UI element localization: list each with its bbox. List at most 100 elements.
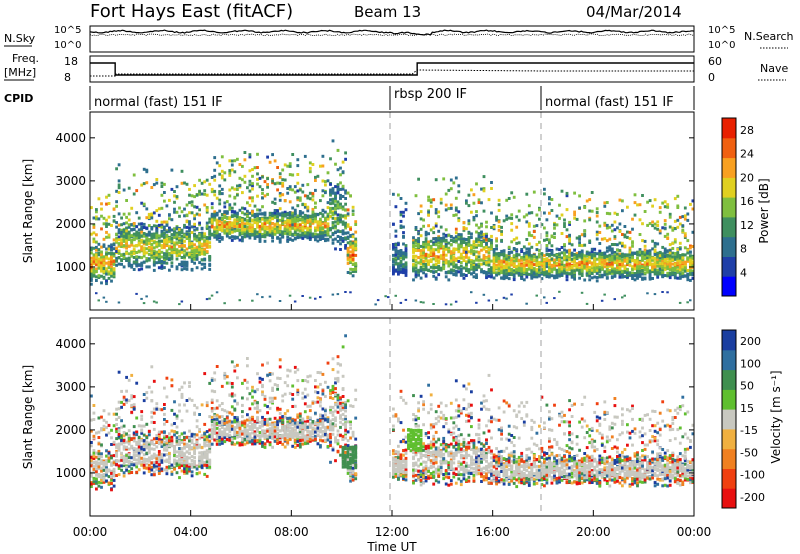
power-cell: [253, 230, 257, 234]
power-cell: [178, 239, 181, 243]
power-cell: [590, 256, 594, 259]
power-cell: [208, 241, 212, 245]
power-cell: [218, 198, 222, 202]
power-cell: [548, 241, 551, 245]
power-cell: [117, 262, 121, 266]
power-cell: [140, 230, 144, 234]
power-cell: [492, 253, 496, 257]
power-cell: [263, 194, 267, 198]
power-cell: [278, 198, 282, 202]
power-cell: [135, 211, 139, 215]
power-cell: [671, 228, 675, 232]
power-cell: [137, 268, 141, 272]
power-cell: [110, 246, 113, 249]
power-cell: [296, 232, 300, 236]
power-cell: [449, 187, 453, 191]
power-cell: [527, 255, 531, 259]
power-cell: [563, 222, 566, 226]
power-cell: [621, 241, 624, 245]
power-cell: [175, 241, 179, 245]
power-cell: [349, 260, 352, 264]
power-cell: [321, 231, 325, 235]
power-cell: [560, 263, 564, 267]
power-cell: [623, 225, 627, 228]
power-cell: [402, 268, 405, 272]
power-cell: [230, 221, 234, 225]
power-cell: [404, 269, 408, 273]
power-cell: [105, 222, 108, 226]
power-cell: [520, 267, 524, 270]
power-cell: [168, 228, 171, 232]
power-cell: [500, 267, 503, 271]
power-cell: [200, 242, 204, 246]
power-cell: [251, 184, 254, 188]
power-cell: [668, 268, 672, 272]
power-cell: [563, 225, 566, 228]
power-cell: [417, 270, 420, 274]
power-cell: [563, 251, 566, 255]
power-cell: [210, 218, 214, 222]
power-cell: [671, 271, 675, 275]
power-cell: [497, 263, 501, 267]
power-cell: [341, 232, 345, 235]
power-cell: [545, 249, 549, 253]
power-cell: [200, 192, 204, 196]
power-cell: [598, 224, 602, 228]
power-cell: [610, 229, 614, 233]
power-cell: [422, 243, 425, 246]
power-cell: [276, 225, 279, 229]
power-cell: [487, 299, 491, 302]
power-cell: [376, 299, 380, 302]
power-cell: [558, 252, 561, 256]
power-cell: [673, 268, 677, 272]
power-cell: [183, 223, 186, 227]
power-cell: [175, 234, 179, 238]
power-cell: [183, 225, 186, 229]
power-cell: [402, 210, 405, 214]
power-cell: [112, 275, 116, 279]
power-cell: [351, 241, 355, 245]
power-cell: [397, 272, 400, 276]
power-cell: [618, 249, 622, 253]
power-cell: [145, 259, 149, 263]
power-cell: [613, 267, 617, 271]
power-cell: [273, 211, 277, 215]
power-cell: [278, 237, 282, 241]
power-cell: [527, 272, 531, 276]
power-cell: [188, 220, 191, 224]
power-cell: [105, 195, 108, 199]
power-cell: [246, 186, 249, 190]
power-cell: [180, 181, 184, 185]
power-cell: [311, 192, 315, 196]
power-cell: [316, 226, 320, 230]
power-cell: [120, 262, 123, 266]
power-cell: [603, 204, 607, 208]
power-cell: [472, 215, 476, 219]
power-cell: [394, 205, 398, 209]
power-cell: [273, 182, 277, 186]
power-cell: [178, 214, 181, 218]
power-cell: [497, 252, 501, 256]
power-cell: [90, 260, 93, 263]
power-cell: [621, 275, 624, 279]
power-cell: [656, 275, 660, 279]
power-cell: [515, 265, 519, 268]
power-cell: [515, 266, 519, 270]
power-cell: [137, 263, 141, 267]
power-cell: [553, 258, 556, 262]
power-cell: [535, 294, 538, 297]
power-cell: [608, 254, 612, 258]
power-cell: [500, 249, 503, 253]
power-cell: [515, 248, 519, 252]
power-cell: [157, 223, 161, 227]
power-cell: [490, 181, 493, 184]
power-cell: [485, 250, 488, 254]
power-cell: [442, 261, 446, 264]
power-cell: [656, 255, 660, 259]
power-cell: [673, 255, 677, 259]
power-cell: [497, 228, 501, 232]
power-cell: [165, 249, 169, 253]
power-cell: [233, 229, 237, 233]
power-cell: [316, 174, 320, 178]
power-cell: [329, 235, 332, 239]
